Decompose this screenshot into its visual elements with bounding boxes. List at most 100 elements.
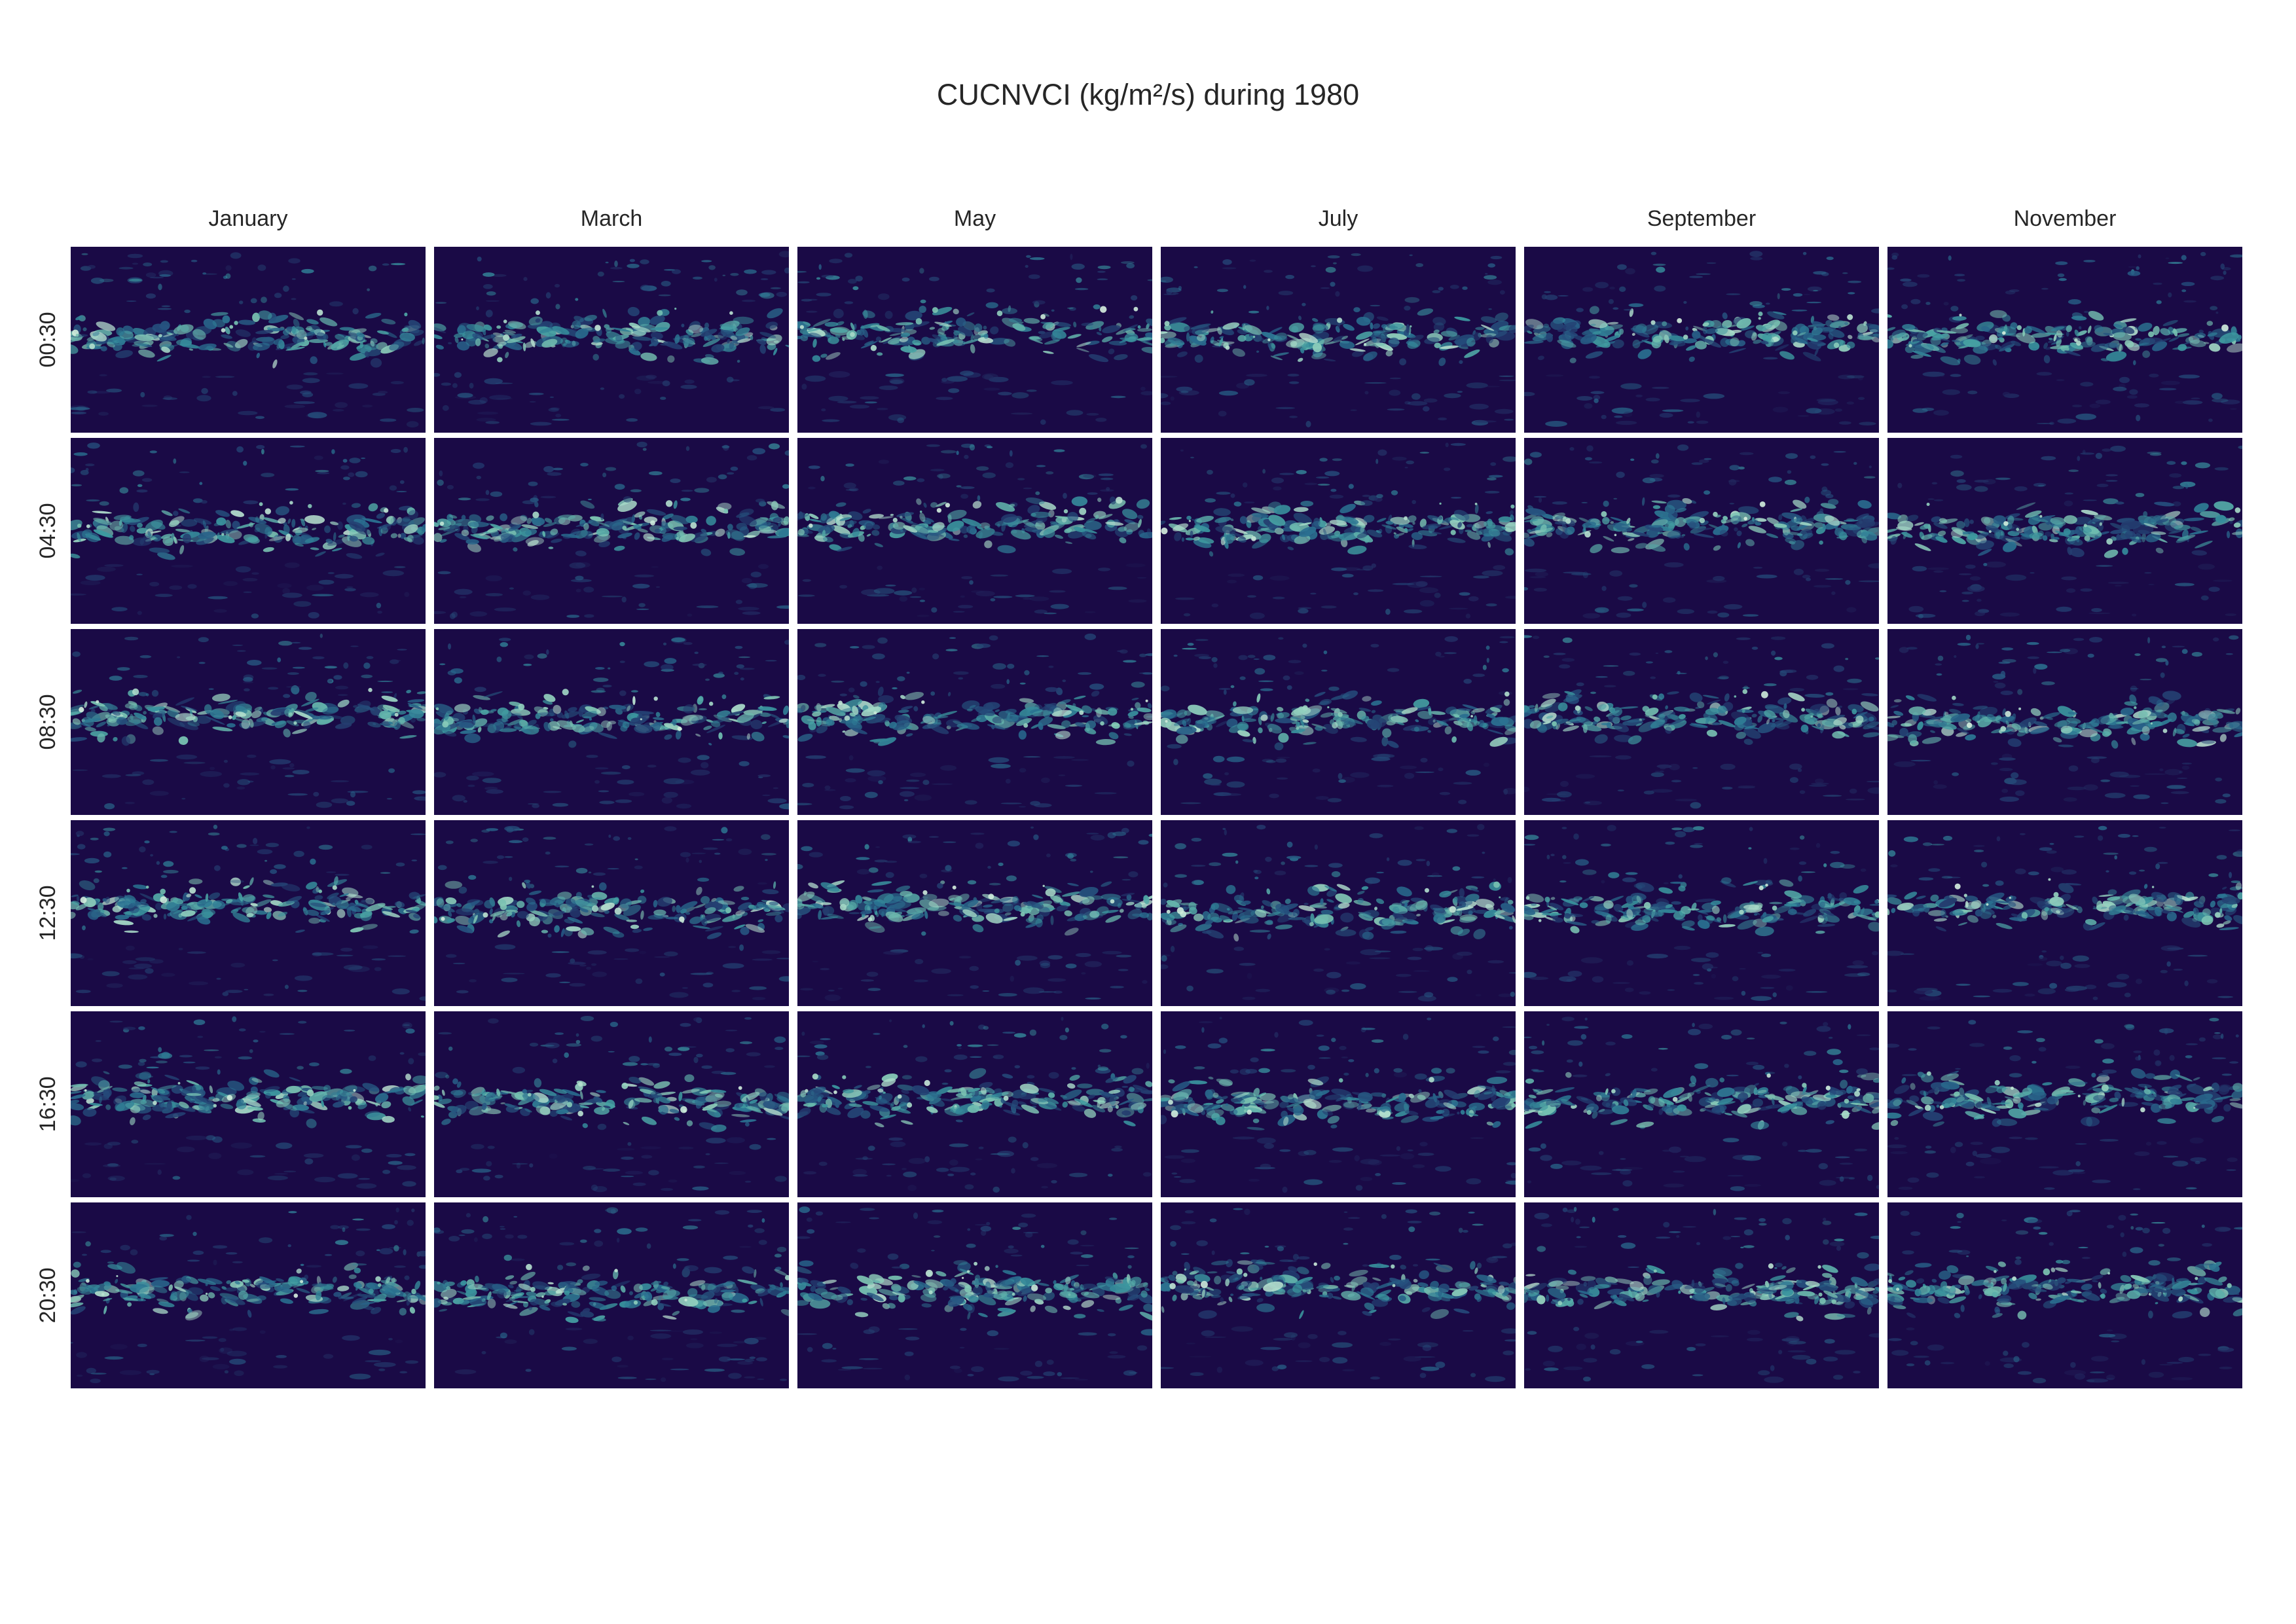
band-cell: [1766, 517, 1780, 526]
band-cell: [2131, 538, 2142, 543]
southern-cell: [991, 763, 1011, 768]
northern-cell: [893, 480, 905, 486]
band-cell: [1366, 530, 1383, 538]
band-cell: [1474, 504, 1479, 514]
band-cell: [1563, 694, 1582, 702]
northern-cell: [1524, 635, 1533, 638]
band-cell: [2032, 525, 2038, 535]
northern-cell: [1742, 687, 1750, 689]
band-cell: [1356, 331, 1373, 340]
band-cell: [1753, 339, 1762, 344]
band-cell: [389, 341, 405, 351]
band-cell: [1730, 337, 1740, 347]
southern-cell: [1066, 410, 1084, 416]
band-cell: [588, 519, 600, 527]
southern-cell: [1415, 771, 1434, 773]
band-cell: [1019, 698, 1034, 703]
band-cell: [1952, 340, 1960, 342]
band-cell: [2066, 331, 2069, 337]
band-cell: [1489, 707, 1501, 713]
band-cell: [1339, 340, 1355, 350]
band-cell: [2037, 514, 2056, 520]
hotspot-cell: [665, 500, 673, 507]
northern-cell: [1957, 279, 1965, 282]
southern-cell: [200, 771, 222, 777]
hotspot-cell: [221, 328, 226, 333]
northern-cell: [1603, 500, 1609, 507]
band-cell: [1330, 694, 1349, 700]
northern-cell: [1544, 291, 1551, 293]
band-cell: [2124, 340, 2134, 348]
band-cell: [1114, 353, 1128, 361]
southern-cell: [1557, 791, 1572, 798]
band-cell: [991, 724, 995, 730]
band-cell: [1592, 331, 1601, 335]
band-cell: [293, 719, 310, 724]
northern-cell: [1608, 298, 1614, 304]
northern-cell: [119, 487, 129, 494]
band-cell: [1088, 354, 1109, 363]
band-cell: [1414, 727, 1419, 732]
southern-cell: [289, 763, 295, 768]
band-cell: [526, 518, 532, 524]
band-cell: [1141, 347, 1152, 354]
band-cell: [1302, 719, 1309, 723]
heatmap-field: [434, 629, 789, 815]
northern-cell: [2105, 474, 2118, 477]
band-cell: [1049, 521, 1058, 525]
southern-cell: [1815, 778, 1824, 784]
northern-cell: [1024, 670, 1030, 676]
band-cell: [643, 533, 655, 542]
band-cell: [416, 717, 426, 722]
hotspot-cell: [442, 721, 449, 728]
band-cell: [1089, 327, 1093, 329]
southern-cell: [72, 769, 88, 771]
band-cell: [385, 717, 395, 723]
southern-cell: [877, 408, 888, 410]
band-cell: [1589, 306, 1599, 314]
band-cell: [2231, 531, 2242, 535]
band-cell: [1597, 704, 1607, 710]
southern-cell: [2091, 607, 2102, 613]
southern-cell: [2178, 374, 2200, 379]
southern-cell: [318, 579, 335, 585]
northern-cell: [1842, 272, 1848, 274]
southern-cell: [1052, 568, 1072, 574]
northern-cell: [1616, 471, 1625, 478]
northern-cell: [177, 656, 181, 659]
band-cell: [1675, 517, 1686, 528]
northern-cell: [1544, 295, 1558, 300]
column-label-march: March: [580, 206, 643, 231]
northern-cell: [1488, 308, 1492, 310]
southern-cell: [71, 406, 90, 410]
band-cell: [234, 717, 250, 723]
northern-cell: [1066, 307, 1074, 309]
northern-cell: [642, 448, 647, 451]
northern-cell: [1462, 286, 1468, 290]
northern-cell: [722, 274, 726, 276]
band-cell: [1846, 518, 1855, 521]
northern-cell: [1264, 270, 1273, 273]
band-cell: [1582, 522, 1597, 528]
band-cell: [2191, 550, 2208, 556]
band-cell: [583, 726, 594, 732]
southern-cell: [1058, 774, 1066, 776]
band-cell: [1054, 534, 1064, 539]
band-cell: [984, 540, 993, 549]
southern-cell: [442, 405, 449, 411]
northern-cell: [361, 458, 366, 460]
band-cell: [1448, 334, 1460, 341]
band-cell: [956, 317, 966, 327]
northern-cell: [768, 443, 780, 450]
band-cell: [852, 695, 860, 699]
hotspot-cell: [1450, 530, 1456, 535]
band-cell: [1454, 713, 1459, 717]
southern-cell: [1654, 770, 1661, 772]
band-cell: [211, 693, 230, 702]
band-cell: [1143, 713, 1152, 721]
band-cell: [434, 327, 446, 334]
band-cell: [390, 533, 398, 539]
northern-cell: [81, 253, 88, 255]
band-cell: [681, 323, 685, 328]
northern-cell: [1244, 501, 1255, 503]
